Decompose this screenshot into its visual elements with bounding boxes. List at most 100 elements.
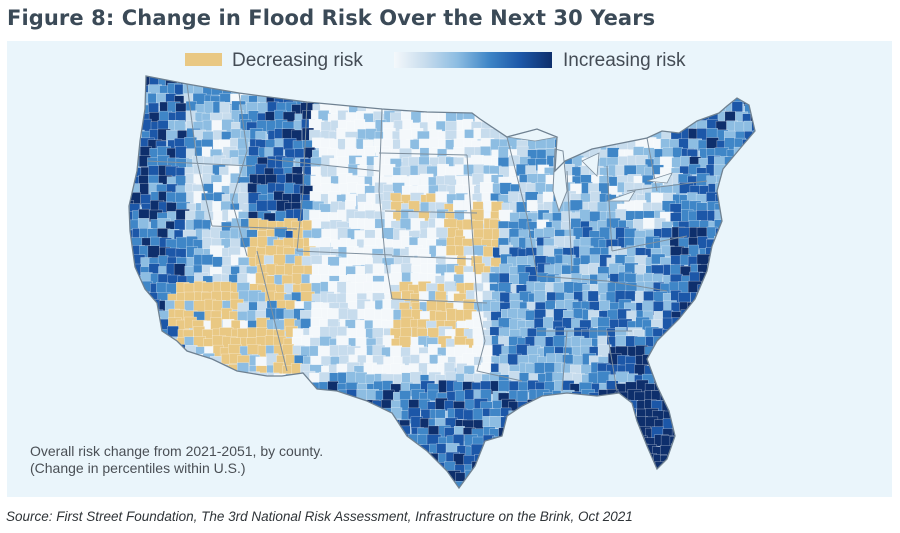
- county-cell: [480, 455, 494, 469]
- county-cell: [356, 407, 370, 418]
- county-cell: [129, 416, 137, 428]
- county-cell: [741, 416, 753, 430]
- county-cell: [138, 426, 149, 441]
- map-note-line-2: (Change in percentiles within U.S.): [30, 460, 246, 476]
- county-cell: [762, 131, 774, 145]
- county-cell: [308, 76, 321, 80]
- county-cell: [177, 364, 189, 379]
- county-cell: [751, 443, 755, 455]
- county-cell: [328, 463, 341, 476]
- county-cell: [140, 416, 154, 430]
- county-cell: [759, 102, 771, 113]
- county-cell: [590, 129, 603, 141]
- county-cell: [662, 94, 675, 105]
- county-cell: [690, 320, 702, 332]
- county-cell: [148, 263, 160, 274]
- county-cell: [626, 83, 638, 95]
- county-cell: [462, 85, 474, 99]
- county-cell: [221, 480, 235, 488]
- county-cell: [141, 365, 155, 378]
- county-cell: [732, 76, 746, 80]
- county-cell: [159, 409, 172, 423]
- county-cell: [168, 398, 182, 411]
- county-cell: [339, 400, 350, 414]
- county-cell: [159, 383, 173, 395]
- county-cell: [436, 492, 449, 497]
- county-cell: [436, 76, 450, 82]
- county-cell: [517, 425, 529, 437]
- county-cell: [508, 101, 521, 114]
- county-cell: [381, 76, 395, 82]
- county-cell: [582, 76, 596, 88]
- county-cell: [185, 101, 197, 112]
- county-cell: [310, 490, 322, 497]
- county-cell: [129, 346, 135, 358]
- county-cell: [580, 110, 595, 123]
- county-cell: [335, 427, 350, 442]
- county-cell: [238, 76, 249, 86]
- county-cell: [732, 292, 744, 307]
- county-cell: [319, 410, 333, 423]
- county-cell: [219, 372, 234, 384]
- county-cell: [663, 363, 675, 375]
- county-cell: [221, 428, 235, 441]
- county-cell: [681, 365, 692, 377]
- county-cell: [716, 328, 730, 343]
- county-cell: [537, 409, 548, 424]
- county-cell: [391, 94, 406, 106]
- county-cell: [489, 76, 501, 88]
- county-cell: [363, 86, 375, 101]
- county-cell: [617, 76, 630, 88]
- county-cell: [716, 319, 731, 334]
- county-cell: [731, 433, 744, 447]
- county-cell: [687, 302, 698, 315]
- county-cell: [129, 83, 143, 95]
- county-cell: [688, 329, 700, 342]
- county-cell: [372, 83, 385, 95]
- county-cell: [318, 76, 330, 79]
- county-cell: [499, 455, 511, 470]
- county-cell: [743, 230, 755, 242]
- county-cell: [760, 446, 773, 457]
- county-cell: [670, 371, 684, 385]
- county-cell: [191, 362, 204, 375]
- county-cell: [138, 327, 153, 341]
- county-cell: [527, 472, 540, 484]
- map-note-line-1: Overall risk change from 2021-2051, by c…: [30, 443, 324, 459]
- county-cell: [734, 155, 746, 170]
- county-cell: [336, 77, 348, 90]
- county-cell: [679, 410, 694, 423]
- county-cell: [698, 379, 712, 393]
- county-cell: [662, 463, 675, 477]
- county-cell: [660, 470, 674, 482]
- county-cell: [597, 454, 609, 468]
- county-cell: [725, 211, 737, 224]
- county-cell: [546, 481, 560, 488]
- county-cell: [634, 482, 647, 488]
- county-cell: [562, 464, 574, 477]
- county-cell: [722, 185, 736, 197]
- county-cell: [598, 76, 612, 89]
- county-cell: [310, 175, 322, 186]
- county-cell: [708, 336, 721, 350]
- county-cell: [654, 82, 667, 95]
- county-cell: [751, 326, 755, 338]
- county-cell: [336, 407, 348, 421]
- county-cell: [210, 407, 224, 421]
- county-cell: [311, 218, 323, 229]
- county-cell: [517, 436, 532, 451]
- county-cell: [357, 165, 368, 177]
- county-cell: [715, 84, 726, 96]
- county-cell: [132, 345, 146, 358]
- county-cell: [752, 371, 755, 384]
- county-cell: [516, 455, 530, 467]
- county-cell: [291, 419, 306, 432]
- county-cell: [750, 146, 755, 159]
- county-cell: [762, 392, 774, 406]
- county-cell: [247, 407, 259, 420]
- county-cell: [168, 418, 180, 430]
- county-cell: [762, 482, 775, 493]
- county-cell: [157, 76, 172, 79]
- county-cell: [166, 380, 178, 395]
- county-cell: [500, 111, 514, 126]
